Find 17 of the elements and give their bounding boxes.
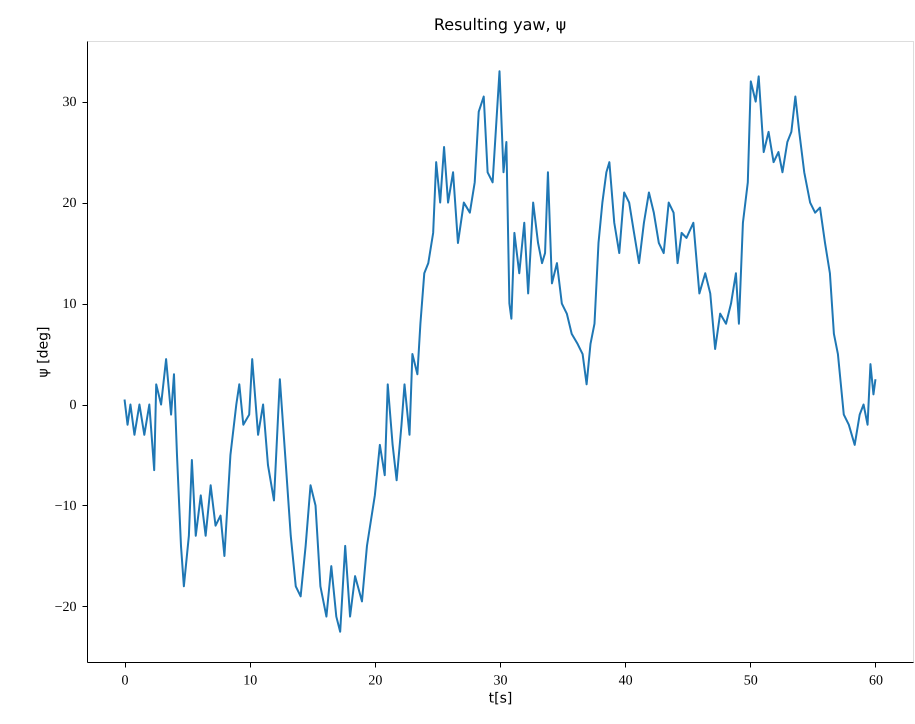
x-tick-label: 30 — [494, 674, 508, 688]
y-tick-label: 0 — [70, 398, 76, 414]
y-tick-label: −10 — [54, 498, 76, 514]
y-tick-label: 20 — [62, 196, 76, 212]
x-tick-label: 10 — [243, 674, 258, 688]
x-tick-label: 40 — [618, 674, 633, 688]
x-tick-label: 60 — [868, 674, 883, 688]
x-tick-label: 0 — [122, 674, 129, 688]
line-series — [124, 70, 876, 633]
y-axis-title: ψ [deg] — [36, 326, 52, 378]
x-tick-label: 20 — [368, 674, 382, 688]
y-tick-label: −20 — [54, 600, 76, 615]
x-tick-label: 50 — [744, 674, 758, 688]
y-tick-label: 10 — [62, 297, 76, 312]
y-tick-label: 30 — [62, 95, 76, 110]
chart-title: Resulting yaw, ψ — [434, 15, 566, 34]
x-axis-title: t[s] — [488, 690, 512, 706]
